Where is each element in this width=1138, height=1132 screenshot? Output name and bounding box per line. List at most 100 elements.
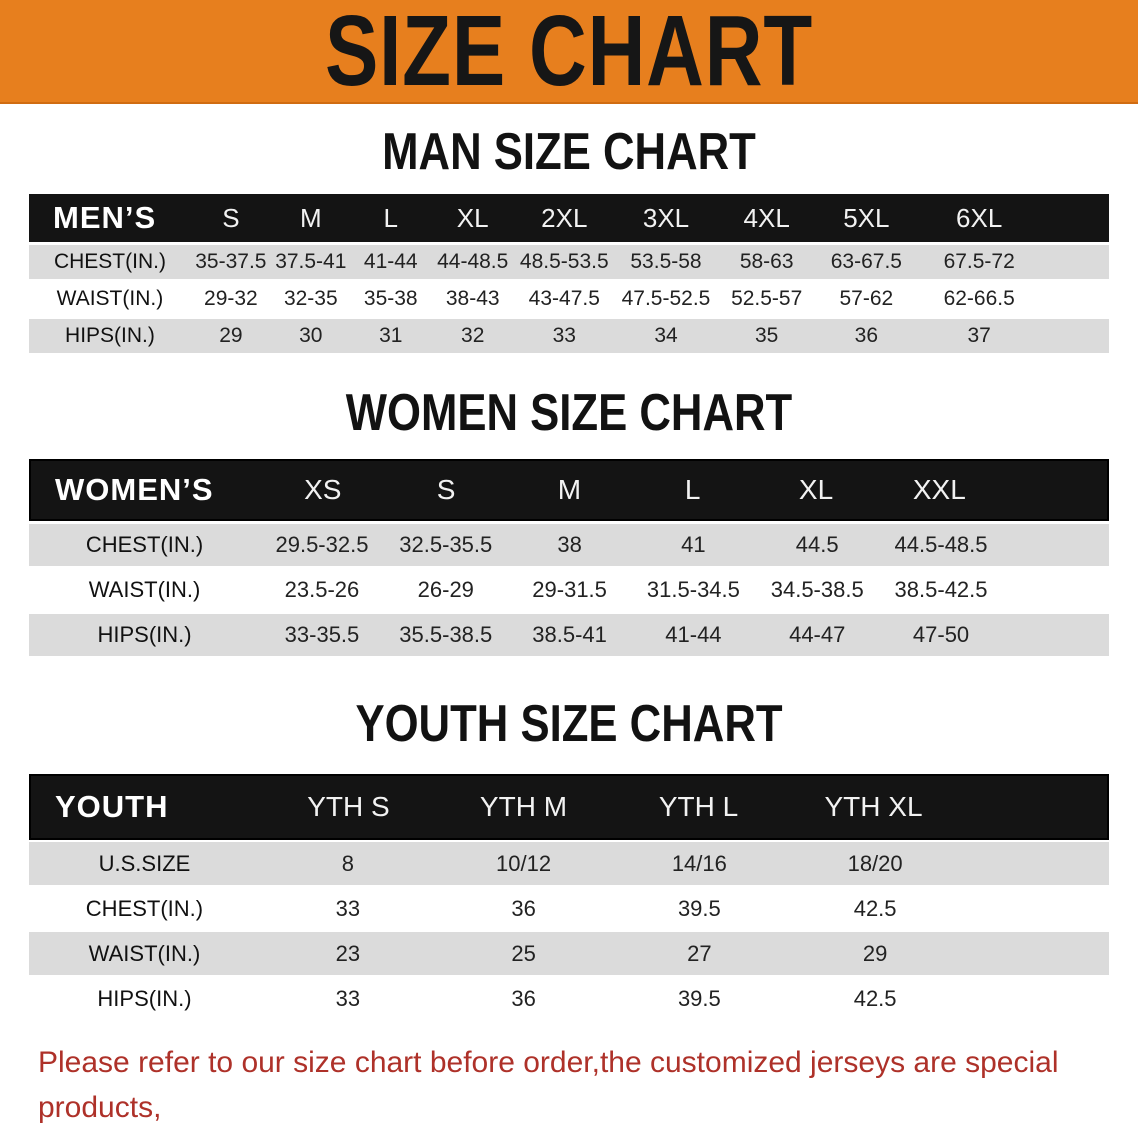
cell-value: 36 [511,895,536,921]
cell-value: 48.5-53.5 [519,250,609,273]
men-table-label: MEN’S [53,200,157,235]
youth-size-table: YOUTH YTH S YTH M YTH L YTH XL U.S.SIZE … [29,774,1109,1020]
row-label: U.S.SIZE [98,850,191,876]
cell-value: 63-67.5 [830,250,902,273]
cell-value: 62-66.5 [943,287,1015,310]
cell-value: 32 [461,324,485,347]
cell-value: 41 [681,532,706,557]
cell-value: 30 [299,324,323,347]
cell-value: 58-63 [739,250,794,273]
cell-value: 18/20 [847,850,903,876]
cell-value: 34 [654,324,678,347]
men-chest-row: CHEST(IN.) 35-37.5 37.5-41 41-44 44-48.5… [29,245,1109,279]
cell-value: 35 [755,324,779,347]
cell-value: 35-38 [363,287,418,310]
men-size-col-5xl: 5XL [843,202,890,233]
men-size-col-s: S [222,202,240,233]
youth-section-heading: YOUTH SIZE CHART [355,695,783,753]
cell-value: 43-47.5 [528,287,600,310]
cell-value: 44.5 [795,532,839,557]
banner: SIZE CHART [0,0,1138,104]
cell-value: 39.5 [677,985,721,1011]
cell-value: 37.5-41 [275,250,347,273]
youth-table-label: YOUTH [55,789,169,824]
cell-value: 38.5-41 [532,622,607,647]
women-table-label: WOMEN’S [55,472,214,507]
row-label: CHEST(IN.) [53,250,166,273]
youth-size-col-s: YTH S [307,791,390,822]
men-section: MAN SIZE CHART MEN’S S M L XL 2XL 3XL 4X… [0,126,1138,353]
cell-value: 36 [511,985,536,1011]
cell-value: 42.5 [853,985,897,1011]
order-disclaimer-note: Please refer to our size chart before or… [38,1040,1108,1132]
row-label: WAIST(IN.) [88,940,201,966]
men-size-table: MEN’S S M L XL 2XL 3XL 4XL 5XL 6XL CHEST… [29,194,1109,353]
men-hips-row: HIPS(IN.) 29 30 31 32 33 34 35 36 37 [29,319,1109,353]
cell-value: 67.5-72 [943,250,1015,273]
cell-value: 38-43 [445,287,500,310]
youth-size-col-l: YTH L [658,791,739,822]
women-size-table: WOMEN’S XS S M L XL XXL CHEST(IN.) 29.5-… [29,459,1109,656]
cell-value: 10/12 [496,850,552,876]
cell-value: 44.5-48.5 [894,532,988,557]
cell-value: 44-47 [789,622,846,647]
cell-value: 41-44 [363,250,418,273]
cell-value: 47.5-52.5 [621,287,711,310]
cell-value: 32.5-35.5 [399,532,493,557]
women-size-col-m: M [557,474,582,505]
cell-value: 33-35.5 [284,622,360,647]
women-size-col-l: L [684,474,701,505]
row-label: HIPS(IN.) [97,985,192,1011]
cell-value: 14/16 [671,850,727,876]
cell-value: 32-35 [283,287,338,310]
men-size-col-2xl: 2XL [541,202,588,233]
women-table-header-row: WOMEN’S XS S M L XL XXL [29,459,1109,521]
row-label: CHEST(IN.) [85,895,204,921]
youth-section: YOUTH SIZE CHART YOUTH YTH S YTH M YTH L… [0,698,1138,1020]
page-title: SIZE CHART [325,0,813,107]
cell-value: 25 [511,940,536,966]
row-label: CHEST(IN.) [85,532,204,557]
cell-value: 33 [335,895,361,921]
men-size-col-m: M [299,202,322,233]
row-label: HIPS(IN.) [65,324,155,347]
men-size-col-3xl: 3XL [642,202,690,233]
youth-hips-row: HIPS(IN.) 33 36 39.5 42.5 [29,977,1109,1020]
cell-value: 29 [862,940,888,966]
women-chest-row: CHEST(IN.) 29.5-32.5 32.5-35.5 38 41 44.… [29,524,1109,566]
cell-value: 29.5-32.5 [275,532,369,557]
cell-value: 34.5-38.5 [770,577,864,602]
youth-size-col-xl: YTH XL [824,791,923,822]
women-section: WOMEN SIZE CHART WOMEN’S XS S M L XL XXL… [0,387,1138,656]
youth-ussize-row: U.S.SIZE 8 10/12 14/16 18/20 [29,842,1109,885]
cell-value: 47-50 [912,622,970,647]
women-size-col-s: S [436,474,456,505]
cell-value: 23.5-26 [284,577,360,602]
cell-value: 38.5-42.5 [894,577,988,602]
cell-value: 27 [687,940,712,966]
disclaimer-line-1: Please refer to our size chart before or… [38,1046,1059,1124]
cell-value: 35.5-38.5 [399,622,493,647]
youth-waist-row: WAIST(IN.) 23 25 27 29 [29,932,1109,975]
men-table-header-row: MEN’S S M L XL 2XL 3XL 4XL 5XL 6XL [29,194,1109,242]
cell-value: 23 [335,940,361,966]
cell-value: 29-32 [204,287,258,310]
men-section-heading: MAN SIZE CHART [382,123,756,181]
cell-value: 31 [379,324,403,347]
cell-value: 33 [335,985,361,1011]
women-size-col-xs: XS [304,474,342,505]
men-waist-row: WAIST(IN.) 29-32 32-35 35-38 38-43 43-47… [29,282,1109,316]
row-label: WAIST(IN.) [56,287,164,310]
women-size-col-xl: XL [798,474,834,505]
men-size-col-l: L [383,202,398,233]
cell-value: 26-29 [417,577,474,602]
cell-value: 37 [967,324,991,347]
cell-value: 41-44 [665,622,722,647]
row-label: HIPS(IN.) [97,622,192,647]
cell-value: 31.5-34.5 [646,577,740,602]
women-hips-row: HIPS(IN.) 33-35.5 35.5-38.5 38.5-41 41-4… [29,614,1109,656]
men-size-col-6xl: 6XL [956,202,1003,233]
women-size-col-xxl: XXL [912,474,966,505]
cell-value: 44-48.5 [437,250,509,273]
